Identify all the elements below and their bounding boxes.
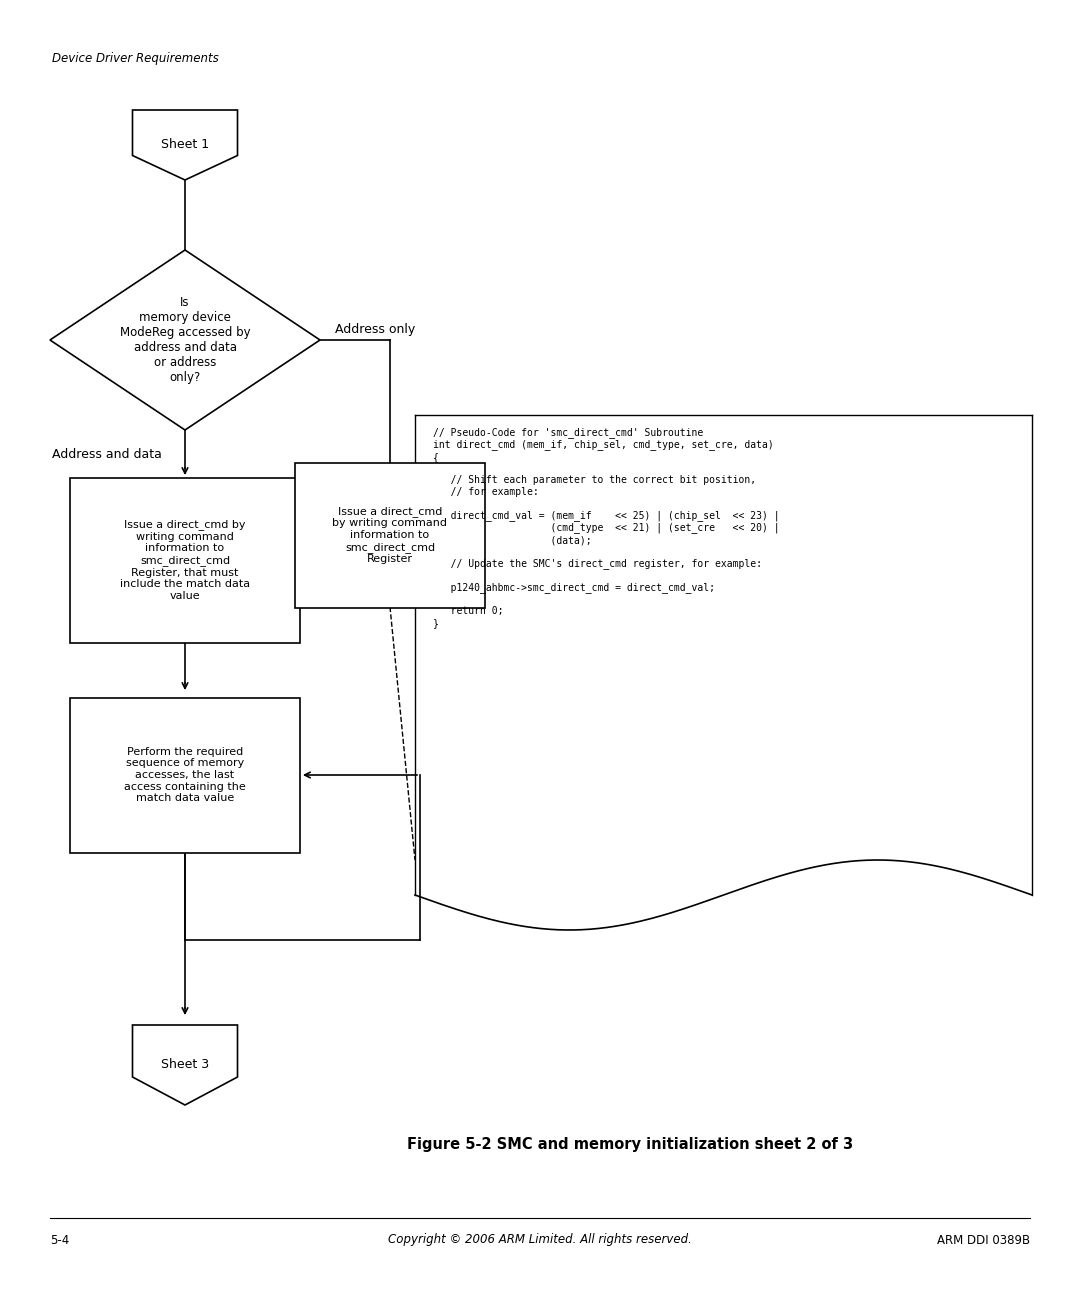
Text: Perform the required
sequence of memory
accesses, the last
access containing the: Perform the required sequence of memory … [124,746,246,804]
Bar [70,697,300,853]
Text: Sheet 1: Sheet 1 [161,139,210,152]
Text: Address only: Address only [335,324,415,337]
Text: Issue a direct_cmd
by writing command
information to
smc_direct_cmd
Register: Issue a direct_cmd by writing command in… [333,505,447,564]
Bar [295,463,485,608]
Text: 5-4: 5-4 [50,1234,69,1247]
Bar [70,477,300,643]
Text: ARM DDI 0389B: ARM DDI 0389B [936,1234,1030,1247]
Text: Figure 5-2 SMC and memory initialization sheet 2 of 3: Figure 5-2 SMC and memory initialization… [407,1138,853,1152]
Text: Address and data: Address and data [52,448,162,461]
Text: Issue a direct_cmd by
writing command
information to
smc_direct_cmd
Register, th: Issue a direct_cmd by writing command in… [120,520,251,601]
Polygon shape [133,110,238,180]
Text: Sheet 3: Sheet 3 [161,1059,210,1072]
Polygon shape [50,250,320,430]
Polygon shape [133,1025,238,1105]
Text: // Pseudo-Code for 'smc_direct_cmd' Subroutine
int direct_cmd (mem_if, chip_sel,: // Pseudo-Code for 'smc_direct_cmd' Subr… [433,426,780,629]
Text: Is
memory device
ModeReg accessed by
address and data
or address
only?: Is memory device ModeReg accessed by add… [120,295,251,384]
Text: Device Driver Requirements: Device Driver Requirements [52,52,219,65]
Text: Copyright © 2006 ARM Limited. All rights reserved.: Copyright © 2006 ARM Limited. All rights… [388,1234,692,1247]
